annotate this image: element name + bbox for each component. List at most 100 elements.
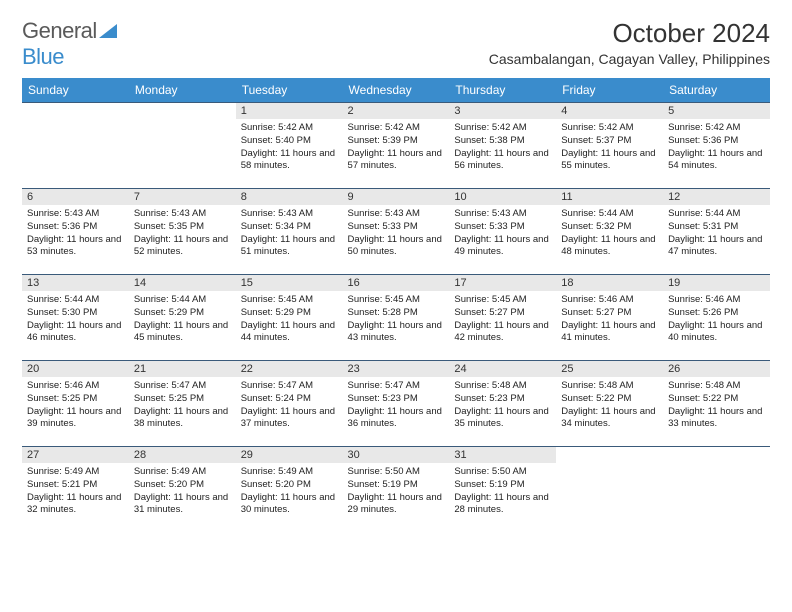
sunset-line: Sunset: 5:23 PM <box>454 393 551 406</box>
calendar-row: 20Sunrise: 5:46 AMSunset: 5:25 PMDayligh… <box>22 360 770 446</box>
day-body: Sunrise: 5:44 AMSunset: 5:32 PMDaylight:… <box>556 205 663 262</box>
calendar-row: 27Sunrise: 5:49 AMSunset: 5:21 PMDayligh… <box>22 446 770 532</box>
brand-logo: GeneralBlue <box>22 18 117 70</box>
daylight-line: Daylight: 11 hours and 30 minutes. <box>241 492 338 518</box>
sunset-line: Sunset: 5:27 PM <box>454 307 551 320</box>
sunset-line: Sunset: 5:34 PM <box>241 221 338 234</box>
day-body: Sunrise: 5:47 AMSunset: 5:23 PMDaylight:… <box>343 377 450 434</box>
daynum: 28 <box>129 446 236 463</box>
month-title: October 2024 <box>489 18 770 49</box>
sunrise-line: Sunrise: 5:46 AM <box>27 380 124 393</box>
weekday-header: Friday <box>556 78 663 102</box>
sunset-line: Sunset: 5:19 PM <box>348 479 445 492</box>
title-block: October 2024 Casambalangan, Cagayan Vall… <box>489 18 770 67</box>
day-body: Sunrise: 5:44 AMSunset: 5:31 PMDaylight:… <box>663 205 770 262</box>
sunset-line: Sunset: 5:36 PM <box>27 221 124 234</box>
daylight-line: Daylight: 11 hours and 48 minutes. <box>561 234 658 260</box>
daynum: 13 <box>22 274 129 291</box>
calendar-cell: 23Sunrise: 5:47 AMSunset: 5:23 PMDayligh… <box>343 360 450 446</box>
weekday-header: Sunday <box>22 78 129 102</box>
weekday-header: Thursday <box>449 78 556 102</box>
daynum: 1 <box>236 102 343 119</box>
daylight-line: Daylight: 11 hours and 29 minutes. <box>348 492 445 518</box>
daylight-line: Daylight: 11 hours and 31 minutes. <box>134 492 231 518</box>
day-body: Sunrise: 5:46 AMSunset: 5:27 PMDaylight:… <box>556 291 663 348</box>
sunset-line: Sunset: 5:21 PM <box>27 479 124 492</box>
daynum: 19 <box>663 274 770 291</box>
daylight-line: Daylight: 11 hours and 35 minutes. <box>454 406 551 432</box>
day-body: Sunrise: 5:42 AMSunset: 5:36 PMDaylight:… <box>663 119 770 176</box>
sunset-line: Sunset: 5:26 PM <box>668 307 765 320</box>
calendar-cell: 7Sunrise: 5:43 AMSunset: 5:35 PMDaylight… <box>129 188 236 274</box>
daylight-line: Daylight: 11 hours and 36 minutes. <box>348 406 445 432</box>
sunset-line: Sunset: 5:36 PM <box>668 135 765 148</box>
sunrise-line: Sunrise: 5:42 AM <box>668 122 765 135</box>
sunset-line: Sunset: 5:23 PM <box>348 393 445 406</box>
daynum: 25 <box>556 360 663 377</box>
daylight-line: Daylight: 11 hours and 50 minutes. <box>348 234 445 260</box>
day-body: Sunrise: 5:47 AMSunset: 5:24 PMDaylight:… <box>236 377 343 434</box>
sunrise-line: Sunrise: 5:48 AM <box>454 380 551 393</box>
sunrise-line: Sunrise: 5:44 AM <box>561 208 658 221</box>
day-body: Sunrise: 5:47 AMSunset: 5:25 PMDaylight:… <box>129 377 236 434</box>
calendar-cell: 13Sunrise: 5:44 AMSunset: 5:30 PMDayligh… <box>22 274 129 360</box>
calendar-cell: 25Sunrise: 5:48 AMSunset: 5:22 PMDayligh… <box>556 360 663 446</box>
day-body: Sunrise: 5:42 AMSunset: 5:39 PMDaylight:… <box>343 119 450 176</box>
calendar-cell: 5Sunrise: 5:42 AMSunset: 5:36 PMDaylight… <box>663 102 770 188</box>
daylight-line: Daylight: 11 hours and 44 minutes. <box>241 320 338 346</box>
calendar-cell: 15Sunrise: 5:45 AMSunset: 5:29 PMDayligh… <box>236 274 343 360</box>
day-body: Sunrise: 5:48 AMSunset: 5:22 PMDaylight:… <box>556 377 663 434</box>
daylight-line: Daylight: 11 hours and 37 minutes. <box>241 406 338 432</box>
daynum: 9 <box>343 188 450 205</box>
daynum: 10 <box>449 188 556 205</box>
calendar-cell: 27Sunrise: 5:49 AMSunset: 5:21 PMDayligh… <box>22 446 129 532</box>
weekday-header: Wednesday <box>343 78 450 102</box>
weekday-header: Saturday <box>663 78 770 102</box>
sunrise-line: Sunrise: 5:45 AM <box>241 294 338 307</box>
sunrise-line: Sunrise: 5:47 AM <box>241 380 338 393</box>
daynum: 12 <box>663 188 770 205</box>
calendar-cell: 28Sunrise: 5:49 AMSunset: 5:20 PMDayligh… <box>129 446 236 532</box>
calendar-cell: 6Sunrise: 5:43 AMSunset: 5:36 PMDaylight… <box>22 188 129 274</box>
daynum: 8 <box>236 188 343 205</box>
sunrise-line: Sunrise: 5:48 AM <box>561 380 658 393</box>
sunset-line: Sunset: 5:30 PM <box>27 307 124 320</box>
day-body: Sunrise: 5:45 AMSunset: 5:28 PMDaylight:… <box>343 291 450 348</box>
calendar-cell <box>556 446 663 532</box>
daylight-line: Daylight: 11 hours and 51 minutes. <box>241 234 338 260</box>
daynum-empty <box>22 102 129 120</box>
calendar-cell: 1Sunrise: 5:42 AMSunset: 5:40 PMDaylight… <box>236 102 343 188</box>
daylight-line: Daylight: 11 hours and 39 minutes. <box>27 406 124 432</box>
weekday-header: Monday <box>129 78 236 102</box>
sunrise-line: Sunrise: 5:47 AM <box>348 380 445 393</box>
sunrise-line: Sunrise: 5:42 AM <box>348 122 445 135</box>
day-body: Sunrise: 5:49 AMSunset: 5:21 PMDaylight:… <box>22 463 129 520</box>
daylight-line: Daylight: 11 hours and 52 minutes. <box>134 234 231 260</box>
daylight-line: Daylight: 11 hours and 34 minutes. <box>561 406 658 432</box>
daynum: 11 <box>556 188 663 205</box>
sunrise-line: Sunrise: 5:49 AM <box>27 466 124 479</box>
daylight-line: Daylight: 11 hours and 33 minutes. <box>668 406 765 432</box>
sunset-line: Sunset: 5:35 PM <box>134 221 231 234</box>
sunrise-line: Sunrise: 5:42 AM <box>454 122 551 135</box>
daynum: 3 <box>449 102 556 119</box>
sunset-line: Sunset: 5:22 PM <box>561 393 658 406</box>
calendar-cell: 26Sunrise: 5:48 AMSunset: 5:22 PMDayligh… <box>663 360 770 446</box>
day-body: Sunrise: 5:42 AMSunset: 5:37 PMDaylight:… <box>556 119 663 176</box>
day-body: Sunrise: 5:44 AMSunset: 5:30 PMDaylight:… <box>22 291 129 348</box>
sunset-line: Sunset: 5:19 PM <box>454 479 551 492</box>
sunset-line: Sunset: 5:28 PM <box>348 307 445 320</box>
sunset-line: Sunset: 5:22 PM <box>668 393 765 406</box>
sunset-line: Sunset: 5:27 PM <box>561 307 658 320</box>
logo-text: GeneralBlue <box>22 18 117 70</box>
sunrise-line: Sunrise: 5:47 AM <box>134 380 231 393</box>
day-body: Sunrise: 5:48 AMSunset: 5:23 PMDaylight:… <box>449 377 556 434</box>
daynum: 16 <box>343 274 450 291</box>
sunrise-line: Sunrise: 5:44 AM <box>27 294 124 307</box>
daylight-line: Daylight: 11 hours and 54 minutes. <box>668 148 765 174</box>
day-body: Sunrise: 5:45 AMSunset: 5:29 PMDaylight:… <box>236 291 343 348</box>
weekday-header: Tuesday <box>236 78 343 102</box>
daylight-line: Daylight: 11 hours and 40 minutes. <box>668 320 765 346</box>
logo-triangle-icon <box>99 18 117 44</box>
sunrise-line: Sunrise: 5:49 AM <box>241 466 338 479</box>
